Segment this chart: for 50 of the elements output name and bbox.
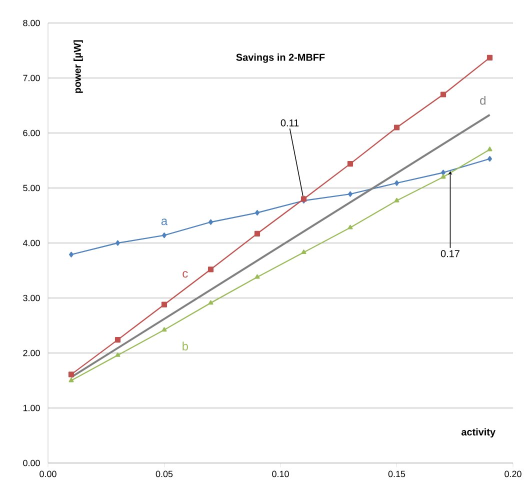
y-tick-label: 1.00: [23, 404, 40, 412]
point: [347, 161, 354, 167]
series-label: c: [182, 271, 188, 278]
point: [394, 124, 400, 130]
point: [254, 230, 260, 236]
y-tick-label: 8.00: [23, 20, 40, 26]
point: [208, 219, 213, 225]
text: Savings in 2-MBFF: [236, 54, 325, 63]
point: [68, 372, 74, 378]
point: [394, 198, 400, 202]
point: [487, 146, 492, 152]
x-tick-label: 0.10: [272, 470, 289, 478]
point: [486, 54, 493, 60]
point: [162, 327, 167, 332]
point: [440, 174, 446, 179]
point: [301, 250, 306, 254]
point: [208, 266, 214, 272]
point: [114, 337, 121, 343]
point: [254, 274, 260, 279]
point: [488, 156, 492, 162]
annotation: 0.17: [440, 250, 460, 258]
point: [348, 224, 353, 230]
point: [441, 170, 446, 176]
y-tick-label: 6.00: [23, 130, 40, 136]
x-tick-label: 0.20: [504, 470, 522, 478]
x-tick-label: 0.00: [40, 470, 56, 478]
point: [440, 92, 446, 98]
y-tick-label: 7.00: [23, 74, 40, 82]
series-label: b: [182, 342, 188, 350]
point: [208, 300, 214, 305]
point: [162, 232, 166, 238]
series-label: d: [480, 96, 486, 105]
y-tick-label: 3.00: [23, 294, 40, 302]
point: [115, 352, 120, 357]
y-tick-label: 5.00: [23, 184, 40, 192]
x-tick-label: 0.05: [156, 470, 173, 478]
point: [116, 240, 120, 246]
y-tick-label: 4.00: [22, 240, 40, 246]
point: [348, 191, 352, 197]
point: [394, 180, 399, 186]
point: [68, 378, 74, 382]
y-axis-title: power [µW]: [74, 40, 83, 93]
y-tick-label: 2.00: [23, 350, 40, 356]
annotation: 0.11: [280, 119, 299, 126]
point: [69, 252, 74, 258]
x-tick-label: 0.15: [388, 470, 406, 478]
y-tick-label: 0.00: [23, 460, 40, 466]
series-label: a: [161, 218, 168, 226]
x-axis-title: activity: [461, 428, 496, 438]
point: [161, 302, 168, 308]
